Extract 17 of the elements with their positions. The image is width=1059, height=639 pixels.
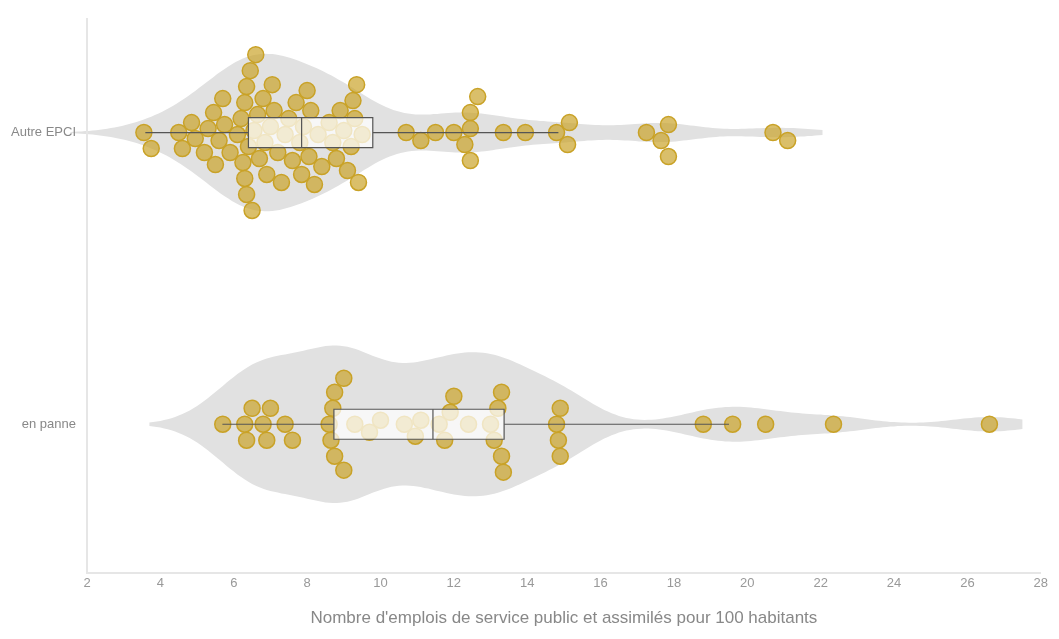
x-tick-label: 6 [230, 575, 238, 591]
x-tick-label: 2 [83, 575, 91, 591]
x-tick-label: 26 [960, 575, 975, 591]
x-axis-title: Nombre d'emplois de service public et assimilés pour 100 habitants [310, 608, 818, 628]
x-tick-label: 12 [446, 575, 462, 591]
x-tick-label: 8 [303, 575, 311, 591]
x-tick-label: 20 [740, 575, 755, 591]
x-tick-label: 18 [666, 575, 682, 591]
x-tick-label: 28 [1033, 575, 1048, 591]
x-tick-label: 16 [593, 575, 608, 591]
y-tick-label: en panne [21, 415, 77, 431]
x-tick-label: 4 [156, 575, 165, 591]
x-tick-label: 10 [373, 575, 388, 591]
y-tick-label: Autre EPCI [10, 124, 77, 140]
x-tick-label: 14 [519, 575, 535, 591]
x-tick-label: 24 [886, 575, 902, 591]
x-tick-label: 22 [813, 575, 828, 591]
